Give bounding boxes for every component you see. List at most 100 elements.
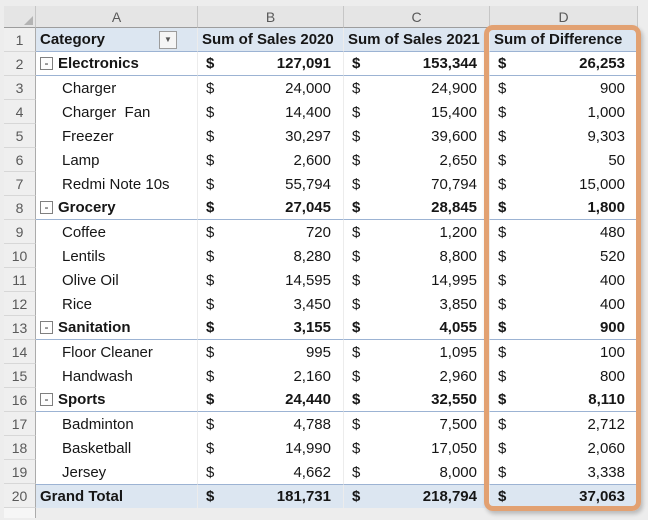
sales-2021-cell[interactable]: $ 3,850 bbox=[344, 292, 490, 316]
row-number[interactable]: 19 bbox=[4, 460, 36, 484]
row-number[interactable]: 10 bbox=[4, 244, 36, 268]
row-number[interactable]: 3 bbox=[4, 76, 36, 100]
difference-cell[interactable]: $ 100 bbox=[490, 340, 638, 364]
difference-cell[interactable]: $ 26,253 bbox=[490, 52, 638, 76]
sales-2021-cell[interactable]: $ 4,055 bbox=[344, 316, 490, 340]
sales-2020-cell[interactable]: $ 8,280 bbox=[198, 244, 344, 268]
sales-2021-header-cell[interactable]: Sum of Sales 2021 bbox=[344, 28, 490, 52]
row-number[interactable]: 2 bbox=[4, 52, 36, 76]
column-header-b[interactable]: B bbox=[198, 6, 344, 28]
category-cell[interactable]: Coffee bbox=[36, 220, 198, 244]
collapse-button-icon[interactable]: - bbox=[40, 321, 53, 334]
category-cell[interactable]: - Electronics bbox=[36, 52, 198, 76]
category-cell[interactable]: Freezer bbox=[36, 124, 198, 148]
row-number[interactable]: 16 bbox=[4, 388, 36, 412]
column-header-d[interactable]: D bbox=[490, 6, 638, 28]
row-number[interactable]: 8 bbox=[4, 196, 36, 220]
row-number[interactable]: 18 bbox=[4, 436, 36, 460]
difference-cell[interactable]: $ 900 bbox=[490, 316, 638, 340]
difference-cell[interactable]: $ 400 bbox=[490, 292, 638, 316]
sales-2021-cell[interactable]: $ 2,960 bbox=[344, 364, 490, 388]
sales-2021-cell[interactable]: $ 153,344 bbox=[344, 52, 490, 76]
category-cell[interactable]: Basketball bbox=[36, 436, 198, 460]
sales-2020-cell[interactable]: $ 24,440 bbox=[198, 388, 344, 412]
collapse-button-icon[interactable]: - bbox=[40, 393, 53, 406]
sales-2020-cell[interactable]: $ 3,155 bbox=[198, 316, 344, 340]
difference-cell[interactable]: $ 480 bbox=[490, 220, 638, 244]
row-number[interactable]: 9 bbox=[4, 220, 36, 244]
difference-header-cell[interactable]: Sum of Difference bbox=[490, 28, 638, 52]
category-cell[interactable]: - Sanitation bbox=[36, 316, 198, 340]
sales-2021-cell[interactable]: $ 17,050 bbox=[344, 436, 490, 460]
category-cell[interactable]: Olive Oil bbox=[36, 268, 198, 292]
column-header-c[interactable]: C bbox=[344, 6, 490, 28]
category-header-cell[interactable]: Category ▼ bbox=[36, 28, 198, 52]
sales-2020-cell[interactable]: $ 4,662 bbox=[198, 460, 344, 484]
sales-2020-cell[interactable]: $ 14,990 bbox=[198, 436, 344, 460]
category-cell[interactable]: Charger bbox=[36, 76, 198, 100]
sales-2020-cell[interactable]: $ 14,400 bbox=[198, 100, 344, 124]
difference-cell[interactable]: $ 1,000 bbox=[490, 100, 638, 124]
sales-2020-header-cell[interactable]: Sum of Sales 2020 bbox=[198, 28, 344, 52]
sales-2021-cell[interactable]: $ 32,550 bbox=[344, 388, 490, 412]
row-number[interactable]: 13 bbox=[4, 316, 36, 340]
filter-dropdown-button[interactable]: ▼ bbox=[159, 30, 177, 49]
difference-cell[interactable]: $ 2,060 bbox=[490, 436, 638, 460]
difference-cell[interactable]: $ 50 bbox=[490, 148, 638, 172]
sales-2021-cell[interactable]: $ 14,995 bbox=[344, 268, 490, 292]
row-number[interactable]: 11 bbox=[4, 268, 36, 292]
sales-2020-cell[interactable]: $ 4,788 bbox=[198, 412, 344, 436]
sales-2020-cell[interactable]: $ 3,450 bbox=[198, 292, 344, 316]
sales-2020-cell[interactable]: $ 720 bbox=[198, 220, 344, 244]
row-number[interactable]: 4 bbox=[4, 100, 36, 124]
sales-2020-cell[interactable]: $ 55,794 bbox=[198, 172, 344, 196]
row-number[interactable]: 17 bbox=[4, 412, 36, 436]
difference-cell[interactable]: $ 800 bbox=[490, 364, 638, 388]
sales-2020-cell[interactable]: $ 14,595 bbox=[198, 268, 344, 292]
difference-cell[interactable]: $ 400 bbox=[490, 268, 638, 292]
category-cell[interactable]: Redmi Note 10s bbox=[36, 172, 198, 196]
sales-2021-cell[interactable]: $ 1,095 bbox=[344, 340, 490, 364]
collapse-button-icon[interactable]: - bbox=[40, 201, 53, 214]
row-number[interactable]: 6 bbox=[4, 148, 36, 172]
difference-cell[interactable]: $ 8,110 bbox=[490, 388, 638, 412]
category-cell[interactable]: Badminton bbox=[36, 412, 198, 436]
sales-2021-cell[interactable]: $ 39,600 bbox=[344, 124, 490, 148]
sales-2021-cell[interactable]: $ 24,900 bbox=[344, 76, 490, 100]
row-number[interactable]: 20 bbox=[4, 484, 36, 508]
sales-2021-cell[interactable]: $ 1,200 bbox=[344, 220, 490, 244]
sales-2021-cell[interactable]: $ 15,400 bbox=[344, 100, 490, 124]
sales-2020-cell[interactable]: $ 24,000 bbox=[198, 76, 344, 100]
difference-cell[interactable]: $ 37,063 bbox=[490, 484, 638, 508]
sales-2020-cell[interactable]: $ 27,045 bbox=[198, 196, 344, 220]
category-cell[interactable]: Handwash bbox=[36, 364, 198, 388]
difference-cell[interactable]: $ 9,303 bbox=[490, 124, 638, 148]
row-number[interactable]: 12 bbox=[4, 292, 36, 316]
row-number[interactable]: 15 bbox=[4, 364, 36, 388]
difference-cell[interactable]: $ 900 bbox=[490, 76, 638, 100]
row-number[interactable]: 14 bbox=[4, 340, 36, 364]
sales-2020-cell[interactable]: $ 30,297 bbox=[198, 124, 344, 148]
sales-2020-cell[interactable]: $ 2,600 bbox=[198, 148, 344, 172]
category-cell[interactable]: Grand Total bbox=[36, 484, 198, 508]
difference-cell[interactable]: $ 1,800 bbox=[490, 196, 638, 220]
sales-2020-cell[interactable]: $ 181,731 bbox=[198, 484, 344, 508]
sales-2021-cell[interactable]: $ 7,500 bbox=[344, 412, 490, 436]
sales-2021-cell[interactable]: $ 2,650 bbox=[344, 148, 490, 172]
difference-cell[interactable]: $ 2,712 bbox=[490, 412, 638, 436]
sales-2020-cell[interactable]: $ 127,091 bbox=[198, 52, 344, 76]
sales-2021-cell[interactable]: $ 8,000 bbox=[344, 460, 490, 484]
row-number[interactable]: 7 bbox=[4, 172, 36, 196]
category-cell[interactable]: Lamp bbox=[36, 148, 198, 172]
difference-cell[interactable]: $ 3,338 bbox=[490, 460, 638, 484]
category-cell[interactable]: Lentils bbox=[36, 244, 198, 268]
sales-2021-cell[interactable]: $ 8,800 bbox=[344, 244, 490, 268]
category-cell[interactable]: Rice bbox=[36, 292, 198, 316]
collapse-button-icon[interactable]: - bbox=[40, 57, 53, 70]
sales-2021-cell[interactable]: $ 28,845 bbox=[344, 196, 490, 220]
sales-2021-cell[interactable]: $ 218,794 bbox=[344, 484, 490, 508]
column-header-a[interactable]: A bbox=[36, 6, 198, 28]
category-cell[interactable]: Jersey bbox=[36, 460, 198, 484]
sales-2020-cell[interactable]: $ 995 bbox=[198, 340, 344, 364]
category-cell[interactable]: - Sports bbox=[36, 388, 198, 412]
